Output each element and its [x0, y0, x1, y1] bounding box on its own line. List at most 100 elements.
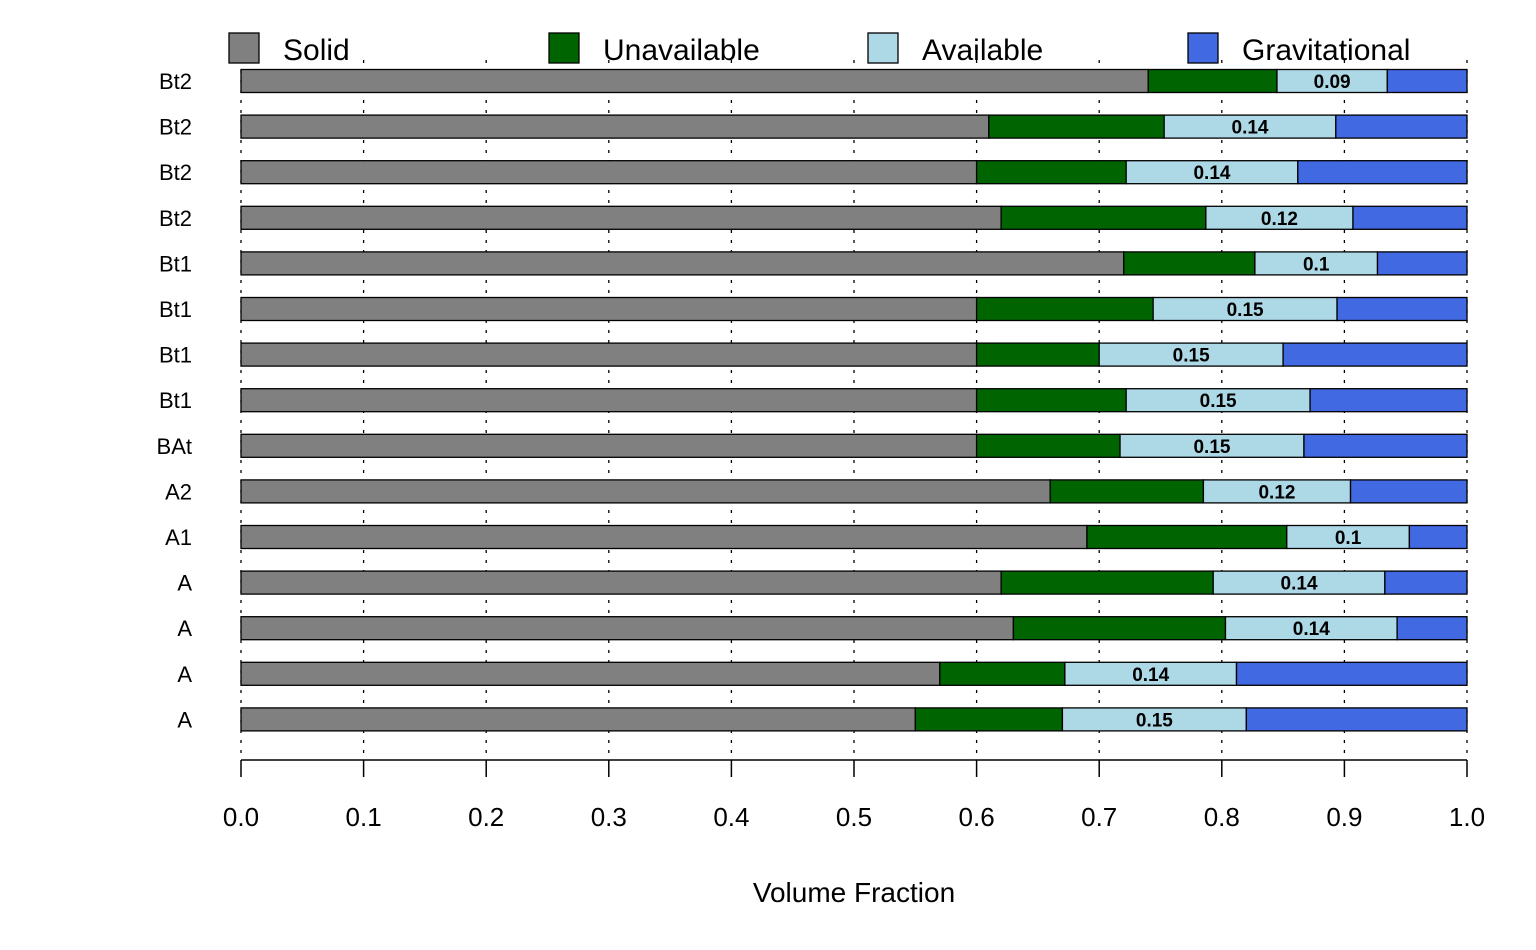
data-label: 0.15 [1173, 346, 1210, 367]
category-label: A [177, 571, 192, 596]
x-axis-label: Volume Fraction [753, 877, 955, 908]
legend-label-unavailable: Unavailable [603, 34, 760, 67]
category-label: BAt [157, 434, 192, 459]
x-tick-label: 0.1 [346, 802, 382, 832]
data-label: 0.14 [1232, 118, 1269, 139]
category-label: Bt2 [159, 160, 192, 185]
category-label: Bt2 [159, 69, 192, 94]
legend-swatch-solid [228, 32, 260, 64]
x-tick-label: 0.7 [1081, 802, 1117, 832]
x-tick-label: 0.8 [1204, 802, 1240, 832]
bar-segment-solid [240, 524, 1088, 550]
bar-segment-unavailable [975, 342, 1100, 367]
category-label: Bt2 [159, 115, 192, 140]
x-tick-label: 0.5 [836, 802, 872, 832]
bar-segment-solid [240, 251, 1125, 276]
category-label: A2 [165, 479, 192, 504]
bar-segment-solid [240, 296, 978, 322]
data-label: 0.14 [1293, 619, 1330, 640]
x-tick-label: 0.9 [1326, 802, 1362, 832]
category-label: Bt1 [159, 388, 192, 413]
bar-segment-solid [240, 205, 1002, 230]
grid-layer [240, 60, 1468, 758]
legend-swatch-unavailable [548, 32, 580, 64]
bar-segment-gravitational [1282, 342, 1468, 367]
bar-segment-unavailable [975, 296, 1154, 322]
bar-segment-gravitational [1408, 524, 1468, 550]
bar-segment-unavailable [914, 707, 1064, 732]
legend-swatch-available [867, 32, 899, 64]
x-tick-label: 0.4 [713, 802, 749, 832]
bar-segment-unavailable [975, 433, 1121, 458]
data-label: 0.1 [1335, 528, 1362, 549]
bar-segment-solid [240, 68, 1149, 94]
legend-label-solid: Solid [283, 34, 350, 67]
x-tick-label: 0.0 [223, 802, 259, 832]
bar-segment-unavailable [1012, 616, 1227, 641]
bar-segment-gravitational [1245, 707, 1468, 732]
bar-segment-solid [240, 114, 990, 139]
bar-segment-gravitational [1335, 114, 1468, 139]
legend: Solid Unavailable Available Gravitational [228, 32, 1410, 67]
bar-segment-solid [240, 616, 1015, 641]
bars-layer [240, 68, 1468, 732]
x-tick-label: 1.0 [1449, 802, 1485, 832]
legend-label-available: Available [922, 34, 1043, 67]
bar-segment-gravitational [1297, 160, 1468, 185]
bar-segment-unavailable [1147, 68, 1278, 94]
bar-segment-unavailable [1049, 479, 1205, 504]
category-label: A [177, 662, 192, 687]
x-axis: 0.0 0.1 0.2 0.3 0.4 0.5 0.6 0.7 0.8 0.9 1.0 [223, 759, 1485, 832]
bar-segment-gravitational [1352, 205, 1468, 230]
bar-segment-unavailable [1000, 570, 1214, 595]
data-label: 0.15 [1193, 437, 1230, 458]
x-tick-label: 0.6 [959, 802, 995, 832]
data-label: 0.12 [1261, 209, 1298, 230]
data-label: 0.14 [1132, 665, 1169, 686]
legend-swatch-gravitational [1187, 32, 1219, 64]
bar-segment-solid [240, 342, 978, 367]
data-label: 0.14 [1193, 163, 1230, 184]
bar-segment-gravitational [1384, 570, 1468, 595]
x-tick-label: 0.2 [468, 802, 504, 832]
bar-segment-gravitational [1386, 68, 1468, 94]
bar-segment-gravitational [1349, 479, 1468, 504]
bar-segment-gravitational [1376, 251, 1468, 276]
bar-segment-unavailable [1123, 251, 1256, 276]
category-label: A [177, 616, 192, 641]
labels-layer: 0.09 0.14 0.14 0.12 0.1 0.15 0.15 0.15 0.15 0.12 0… [1132, 72, 1362, 731]
category-label: A [177, 707, 192, 732]
category-label: Bt1 [159, 297, 192, 322]
category-label: Bt1 [159, 343, 192, 368]
bar-segment-gravitational [1235, 661, 1468, 686]
bar-segment-gravitational [1336, 296, 1468, 322]
bar-segment-gravitational [1303, 433, 1468, 458]
data-label: 0.12 [1258, 482, 1295, 503]
data-label: 0.14 [1281, 574, 1318, 595]
bar-segment-solid [240, 661, 941, 686]
bar-segment-unavailable [939, 661, 1066, 686]
data-label: 0.09 [1314, 72, 1351, 93]
x-tick-label: 0.3 [591, 802, 627, 832]
bar-segment-solid [240, 388, 978, 413]
category-label: Bt2 [159, 206, 192, 231]
bar-segment-gravitational [1309, 388, 1468, 413]
legend-label-gravitational: Gravitational [1242, 34, 1410, 67]
data-label: 0.15 [1136, 710, 1173, 731]
bar-segment-solid [240, 433, 978, 458]
bar-segment-unavailable [975, 388, 1127, 413]
data-label: 0.15 [1200, 391, 1237, 412]
category-label: Bt1 [159, 251, 192, 276]
data-label: 0.15 [1227, 300, 1264, 321]
bar-segment-solid [240, 570, 1002, 595]
bar-segment-gravitational [1396, 616, 1468, 641]
bar-segment-solid [240, 707, 916, 732]
bar-segment-unavailable [975, 160, 1127, 185]
bar-segment-solid [240, 160, 978, 185]
category-label: A1 [165, 525, 192, 550]
bar-segment-solid [240, 479, 1051, 504]
data-label: 0.1 [1303, 254, 1330, 275]
bar-segment-unavailable [1086, 524, 1288, 550]
